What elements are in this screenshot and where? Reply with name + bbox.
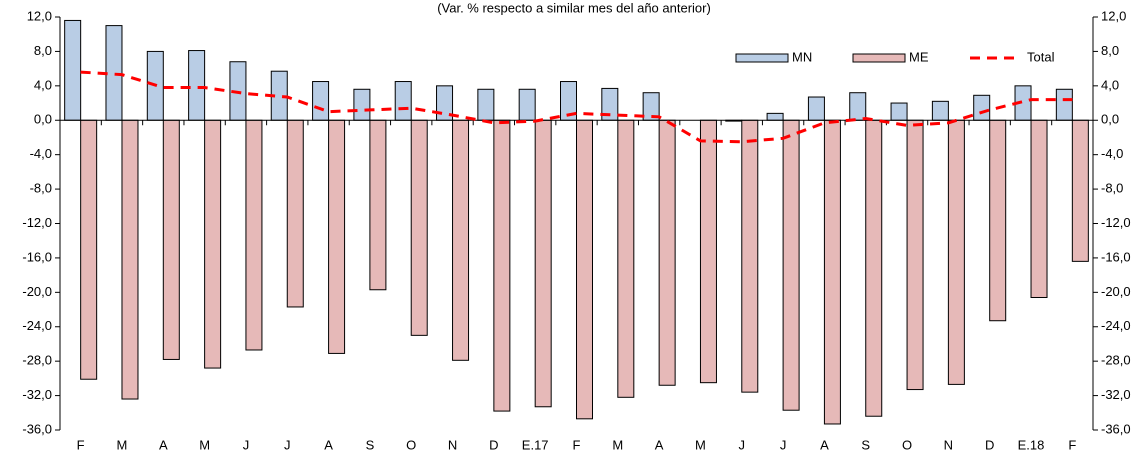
bar	[973, 94, 991, 121]
bar	[947, 119, 965, 385]
y-tick-label: -4,0	[30, 146, 52, 161]
bar	[534, 119, 552, 408]
bar	[245, 119, 263, 351]
legend-swatch	[852, 53, 906, 63]
x-tick-label: S	[861, 437, 870, 452]
x-tick-label: J	[739, 437, 746, 452]
x-tick-label: J	[780, 437, 787, 452]
y2-tick-label: -24,0	[1101, 318, 1131, 333]
bar	[989, 119, 1007, 322]
y-tick-label: -16,0	[22, 249, 52, 264]
x-tick-label: M	[612, 437, 623, 452]
bar	[782, 119, 800, 411]
x-tick-label: A	[655, 437, 664, 452]
bar	[105, 25, 123, 121]
legend-label: ME	[909, 49, 929, 64]
y2-tick-label: -4,0	[1101, 146, 1123, 161]
x-tick-label: D	[985, 437, 994, 452]
y-tick-label: 8,0	[34, 43, 52, 58]
y2-tick-label: 4,0	[1101, 77, 1119, 92]
bar	[1071, 119, 1089, 262]
bar	[188, 50, 206, 121]
bar	[64, 19, 82, 121]
legend-label: MN	[792, 49, 812, 64]
y-tick-label: -20,0	[22, 284, 52, 299]
x-tick-label: A	[159, 437, 168, 452]
x-tick-label: F	[77, 437, 85, 452]
y-tick-label: -24,0	[22, 318, 52, 333]
y-tick-label: 0,0	[34, 112, 52, 127]
bar	[658, 119, 676, 386]
bar	[766, 112, 784, 121]
x-tick-label: F	[1068, 437, 1076, 452]
legend-swatch	[735, 53, 789, 63]
x-tick-label: J	[243, 437, 250, 452]
y2-tick-label: -32,0	[1101, 387, 1131, 402]
y-tick-label: -12,0	[22, 215, 52, 230]
x-tick-label: A	[324, 437, 333, 452]
y-tick-label: -28,0	[22, 353, 52, 368]
bar	[518, 88, 536, 121]
bar	[931, 100, 949, 121]
x-tick-label: O	[406, 437, 416, 452]
bar	[493, 119, 511, 412]
x-tick-label: D	[489, 437, 498, 452]
legend-label: Total	[1027, 49, 1055, 64]
x-tick-label: N	[944, 437, 953, 452]
bar	[906, 119, 924, 391]
bar	[890, 102, 908, 121]
bar	[807, 96, 825, 121]
y2-tick-label: -36,0	[1101, 421, 1131, 436]
bar	[162, 119, 180, 360]
bar	[865, 119, 883, 417]
bar	[576, 119, 593, 420]
x-tick-label: O	[902, 437, 912, 452]
x-tick-label: E.17	[522, 437, 549, 452]
x-tick-label: F	[573, 437, 581, 452]
y-tick-label: 4,0	[34, 77, 52, 92]
bar	[204, 119, 222, 369]
y2-tick-label: -12,0	[1101, 215, 1131, 230]
x-tick-label: S	[366, 437, 375, 452]
bar	[286, 119, 304, 308]
y2-tick-label: -8,0	[1101, 181, 1123, 196]
bar	[849, 92, 867, 121]
y2-tick-label: 8,0	[1101, 43, 1119, 58]
chart-subtitle: (Var. % respecto a similar mes del año a…	[437, 0, 711, 15]
bar	[312, 81, 330, 121]
bar	[410, 119, 428, 336]
x-tick-label: J	[284, 437, 291, 452]
y2-tick-label: -28,0	[1101, 353, 1131, 368]
bar	[121, 119, 139, 400]
bar	[394, 81, 412, 121]
y2-tick-label: -20,0	[1101, 284, 1131, 299]
x-tick-label: M	[695, 437, 706, 452]
bar	[617, 119, 635, 398]
y2-tick-label: 0,0	[1101, 112, 1119, 127]
bar	[353, 88, 371, 121]
y-tick-label: -36,0	[22, 421, 52, 436]
bar	[823, 119, 841, 425]
x-tick-label: A	[820, 437, 829, 452]
x-tick-label: E.18	[1018, 437, 1045, 452]
y2-tick-label: -16,0	[1101, 249, 1131, 264]
bar	[1055, 88, 1073, 121]
x-tick-label: M	[199, 437, 210, 452]
bar	[1030, 119, 1048, 298]
x-tick-label: M	[117, 437, 128, 452]
bar	[699, 119, 717, 384]
y-tick-label: -32,0	[22, 387, 52, 402]
bar	[328, 119, 346, 354]
bar	[477, 88, 495, 121]
x-tick-label: N	[448, 437, 457, 452]
bar	[741, 119, 759, 393]
y-tick-label: 12,0	[27, 8, 52, 23]
bar	[80, 119, 98, 380]
y-tick-label: -8,0	[30, 181, 52, 196]
bar	[452, 119, 470, 361]
bar	[369, 119, 387, 291]
y2-tick-label: 12,0	[1101, 8, 1126, 23]
